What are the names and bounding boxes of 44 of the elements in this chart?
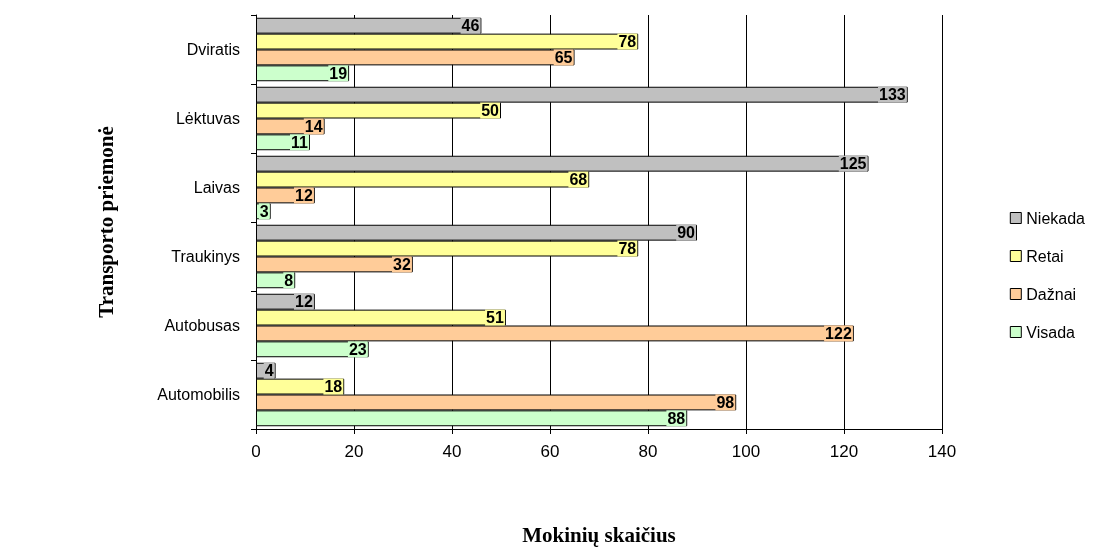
data-label: 122 — [825, 324, 852, 342]
legend-label: Visada — [1026, 323, 1076, 341]
x-tick-label: 100 — [731, 442, 761, 461]
data-label: 90 — [677, 224, 696, 242]
x-tick-label: 120 — [829, 442, 859, 461]
data-label: 65 — [554, 48, 573, 66]
data-label: 4 — [264, 362, 274, 380]
y-tick-label: Automobilis — [157, 386, 240, 403]
data-label: 78 — [618, 33, 637, 51]
data-label: 88 — [667, 409, 686, 427]
legend-label: Retai — [1026, 247, 1064, 265]
data-label: 12 — [295, 186, 313, 204]
data-label: 32 — [393, 255, 411, 273]
data-label: 68 — [569, 171, 588, 189]
data-label: 46 — [461, 17, 480, 35]
data-label: 12 — [295, 293, 313, 311]
data-label: 78 — [618, 240, 637, 258]
y-tick-label: Dviratis — [186, 41, 240, 58]
x-tick-label: 140 — [927, 442, 957, 461]
x-axis-title: Mokinių skaičius — [522, 522, 676, 547]
data-label: 11 — [290, 133, 308, 151]
x-tick-label: 0 — [251, 442, 261, 461]
data-label: 19 — [329, 64, 348, 82]
data-label: 18 — [324, 378, 343, 396]
data-label: 3 — [259, 202, 269, 220]
data-label: 23 — [348, 340, 367, 358]
x-tick-label: 80 — [638, 442, 658, 461]
x-tick-label: 60 — [540, 442, 560, 461]
data-label: 51 — [486, 309, 504, 327]
data-label: 50 — [481, 102, 500, 120]
data-label: 98 — [716, 393, 735, 411]
data-label: 133 — [879, 86, 906, 104]
x-tick-label: 40 — [442, 442, 462, 461]
data-label: 125 — [839, 155, 867, 173]
legend-label: Dažnai — [1026, 285, 1077, 303]
data-label: 8 — [284, 271, 294, 289]
y-axis-title: Transporto priemonė — [93, 126, 118, 318]
y-tick-label: Laivas — [193, 179, 240, 196]
x-tick-label: 20 — [344, 442, 364, 461]
y-tick-label: Autobusas — [164, 317, 240, 334]
y-tick-label: Traukinys — [171, 248, 240, 265]
data-label: 14 — [304, 117, 323, 135]
y-tick-label: Lėktuvas — [175, 110, 240, 127]
legend-label: Niekada — [1026, 209, 1086, 227]
